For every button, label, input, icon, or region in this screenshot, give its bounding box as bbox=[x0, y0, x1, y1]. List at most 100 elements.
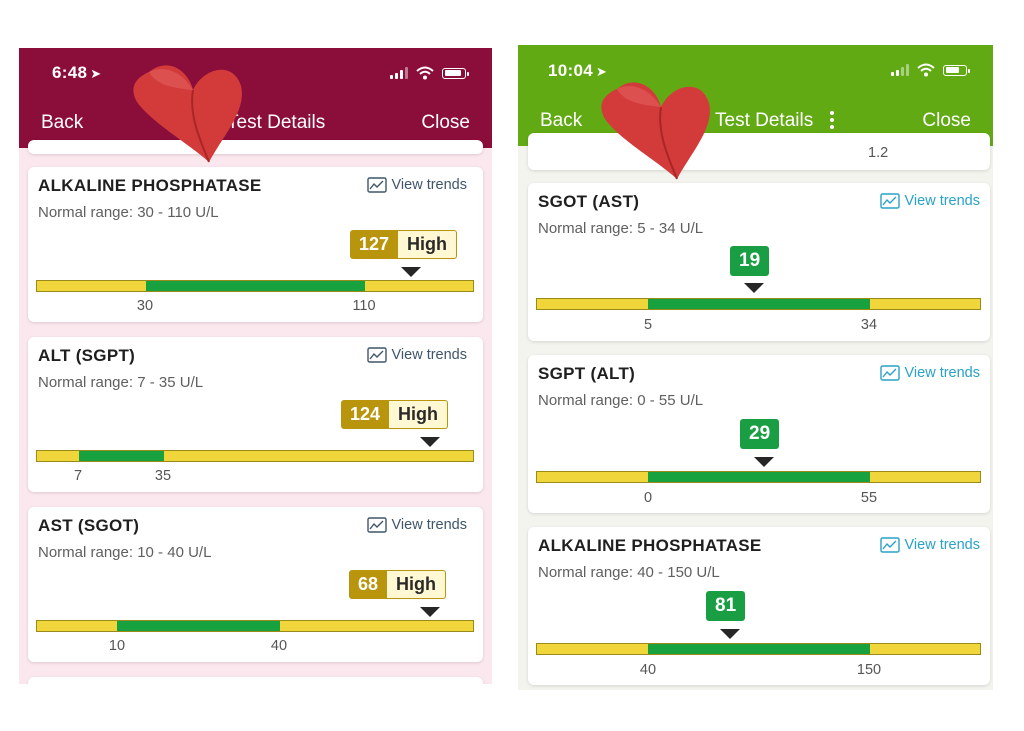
close-button[interactable]: Close bbox=[421, 112, 470, 133]
test-name: ALKALINE PHOSPHATASE bbox=[538, 536, 762, 555]
normal-range: Normal range: 7 - 35 U/L bbox=[38, 374, 204, 391]
result-card-sgot-ast: SGOT (AST) View trends Normal range: 5 -… bbox=[528, 183, 990, 341]
result-badge: 124 High bbox=[341, 400, 449, 429]
test-name: AST (SGOT) bbox=[38, 516, 140, 535]
value-pointer-icon bbox=[401, 267, 421, 277]
result-card-alt-sgpt: ALT (SGPT) View trends Normal range: 7 -… bbox=[28, 337, 483, 492]
range-high-tick: 35 bbox=[154, 468, 172, 484]
value-pointer-icon bbox=[420, 607, 440, 617]
result-value: 68 bbox=[349, 570, 388, 599]
result-value: 127 bbox=[350, 230, 399, 259]
range-low-tick: 10 bbox=[108, 638, 126, 654]
range-bar bbox=[36, 620, 474, 632]
result-badge: 127 High bbox=[350, 230, 458, 259]
status-time: 10:04 ➤ bbox=[548, 61, 608, 80]
normal-range: Normal range: 5 - 34 U/L bbox=[538, 220, 704, 237]
trend-chart-icon bbox=[366, 177, 387, 193]
range-low-tick: 30 bbox=[136, 298, 154, 314]
trend-chart-icon bbox=[879, 537, 900, 553]
trend-chart-icon bbox=[879, 365, 900, 381]
value-pointer-icon bbox=[420, 437, 440, 447]
battery-icon bbox=[943, 64, 970, 76]
range-high-tick: 34 bbox=[860, 317, 878, 333]
range-bar bbox=[536, 298, 981, 310]
view-trends-link[interactable]: View trends bbox=[366, 517, 467, 533]
range-low-tick: 40 bbox=[639, 662, 657, 678]
value-pointer-icon bbox=[744, 283, 764, 293]
result-card-alkaline-phosphatase: ALKALINE PHOSPHATASE View trends Normal … bbox=[28, 167, 483, 322]
right-phone-screen: 10:04 ➤ Back Test Details Close 1.2 SGOT … bbox=[518, 45, 993, 690]
partial-result-card bbox=[28, 140, 483, 154]
view-trends-link[interactable]: View trends bbox=[366, 177, 467, 193]
normal-range-segment bbox=[117, 621, 280, 631]
normal-range-segment bbox=[79, 451, 164, 461]
range-bar bbox=[536, 643, 981, 655]
result-value: 124 bbox=[341, 400, 390, 429]
page-title: Test Details bbox=[227, 112, 326, 133]
more-options-icon[interactable] bbox=[830, 111, 834, 129]
status-time: 6:48 ➤ bbox=[52, 63, 102, 82]
normal-range: Normal range: 40 - 150 U/L bbox=[538, 564, 720, 581]
range-high-tick: 40 bbox=[270, 638, 288, 654]
view-trends-link[interactable]: View trends bbox=[879, 193, 980, 209]
view-trends-link[interactable]: View trends bbox=[879, 537, 980, 553]
wifi-icon bbox=[416, 66, 434, 80]
battery-icon bbox=[442, 67, 469, 79]
close-button[interactable]: Close bbox=[922, 110, 971, 131]
value-pointer-icon bbox=[754, 457, 774, 467]
normal-range-segment bbox=[146, 281, 365, 291]
result-status: High bbox=[398, 230, 458, 259]
normal-range: Normal range: 0 - 55 U/L bbox=[538, 392, 704, 409]
left-phone-screen: 6:48 ➤ Back Test Details Close ALKALINE P… bbox=[19, 48, 492, 684]
heart-sticker-icon bbox=[601, 82, 710, 180]
range-high-tick: 55 bbox=[860, 490, 878, 506]
trend-chart-icon bbox=[366, 517, 387, 533]
result-value: 81 bbox=[706, 591, 746, 621]
range-high-tick: 150 bbox=[856, 662, 882, 678]
range-bar bbox=[36, 280, 474, 292]
normal-range-segment bbox=[648, 472, 870, 482]
location-arrow-icon: ➤ bbox=[595, 64, 608, 79]
trend-chart-icon bbox=[879, 193, 900, 209]
normal-range: Normal range: 10 - 40 U/L bbox=[38, 544, 212, 561]
back-button[interactable]: Back bbox=[41, 112, 84, 133]
view-trends-link[interactable]: View trends bbox=[366, 347, 467, 363]
back-button[interactable]: Back bbox=[540, 110, 583, 131]
result-card-alkaline-phosphatase: ALKALINE PHOSPHATASE View trends Normal … bbox=[528, 527, 990, 685]
result-card-ast-sgot: AST (SGOT) View trends Normal range: 10 … bbox=[28, 507, 483, 662]
range-bar bbox=[536, 471, 981, 483]
partial-result-card bbox=[28, 677, 483, 684]
result-value: 19 bbox=[730, 246, 770, 276]
result-status: High bbox=[389, 400, 449, 429]
heart-sticker-icon bbox=[133, 65, 242, 163]
cell-signal-icon bbox=[891, 64, 909, 76]
wifi-icon bbox=[917, 63, 935, 77]
status-icons bbox=[390, 66, 469, 80]
right-app-header: 10:04 ➤ Back Test Details Close bbox=[518, 45, 993, 146]
test-name: SGPT (ALT) bbox=[538, 364, 636, 383]
normal-range-segment bbox=[648, 644, 870, 654]
range-low-tick: 7 bbox=[73, 468, 83, 484]
partial-value: 1.2 bbox=[868, 145, 889, 161]
test-name: SGOT (AST) bbox=[538, 192, 640, 211]
range-low-tick: 0 bbox=[643, 490, 653, 506]
range-bar bbox=[36, 450, 474, 462]
page-title: Test Details bbox=[715, 110, 814, 131]
partial-result-card: 1.2 bbox=[528, 133, 990, 170]
cell-signal-icon bbox=[390, 67, 408, 79]
result-badge: 68 High bbox=[349, 570, 447, 599]
range-low-tick: 5 bbox=[643, 317, 653, 333]
result-status: High bbox=[387, 570, 447, 599]
range-high-tick: 110 bbox=[352, 298, 376, 314]
normal-range: Normal range: 30 - 110 U/L bbox=[38, 204, 219, 221]
status-icons bbox=[891, 63, 970, 77]
location-arrow-icon: ➤ bbox=[90, 66, 102, 81]
result-value: 29 bbox=[740, 419, 780, 449]
result-card-sgpt-alt: SGPT (ALT) View trends Normal range: 0 -… bbox=[528, 355, 990, 513]
test-name: ALKALINE PHOSPHATASE bbox=[38, 176, 262, 195]
value-pointer-icon bbox=[720, 629, 740, 639]
trend-chart-icon bbox=[366, 347, 387, 363]
left-app-header: 6:48 ➤ Back Test Details Close bbox=[19, 48, 492, 148]
view-trends-link[interactable]: View trends bbox=[879, 365, 980, 381]
test-name: ALT (SGPT) bbox=[38, 346, 136, 365]
